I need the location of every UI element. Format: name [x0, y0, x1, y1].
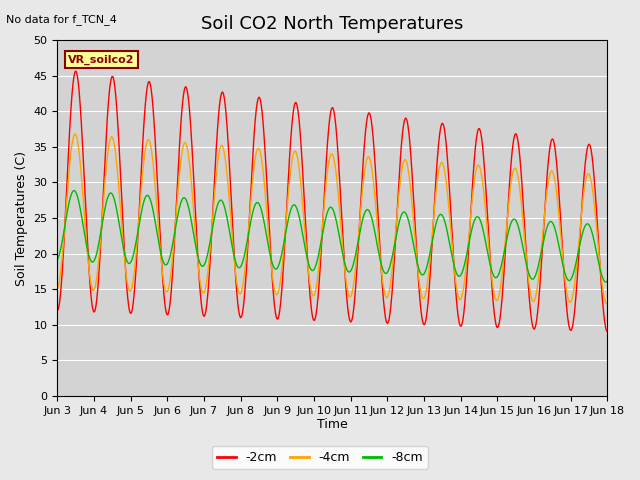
-8cm [588, 228, 596, 234]
Y-axis label: Soil Temperatures (C): Soil Temperatures (C) [15, 151, 28, 286]
-4cm [487, 265, 495, 271]
-2cm [54, 308, 61, 313]
-8cm [588, 228, 595, 233]
-4cm [604, 300, 611, 306]
-2cm [82, 206, 90, 212]
-8cm [602, 279, 610, 285]
Text: No data for f_TCN_4: No data for f_TCN_4 [6, 14, 117, 25]
-4cm [307, 285, 314, 290]
Line: -2cm: -2cm [58, 71, 607, 332]
-8cm [321, 218, 329, 224]
Title: Soil CO2 North Temperatures: Soil CO2 North Temperatures [201, 15, 463, 33]
-4cm [71, 131, 79, 137]
-2cm [307, 298, 314, 304]
-2cm [321, 177, 329, 183]
-4cm [54, 286, 61, 291]
-4cm [82, 230, 90, 236]
-4cm [588, 180, 595, 186]
Line: -8cm: -8cm [58, 191, 607, 282]
-8cm [82, 238, 90, 244]
-8cm [70, 188, 77, 193]
X-axis label: Time: Time [317, 419, 348, 432]
-4cm [588, 181, 596, 187]
-4cm [321, 192, 329, 197]
-8cm [604, 278, 611, 284]
-8cm [307, 266, 314, 272]
Text: VR_soilco2: VR_soilco2 [68, 54, 135, 65]
-2cm [588, 149, 595, 155]
Legend: -2cm, -4cm, -8cm: -2cm, -4cm, -8cm [212, 446, 428, 469]
Line: -4cm: -4cm [58, 134, 607, 303]
-8cm [54, 256, 61, 262]
-2cm [588, 151, 596, 157]
-2cm [604, 329, 611, 335]
-2cm [72, 68, 79, 74]
-8cm [487, 264, 495, 270]
-2cm [487, 267, 495, 273]
-4cm [603, 300, 611, 306]
